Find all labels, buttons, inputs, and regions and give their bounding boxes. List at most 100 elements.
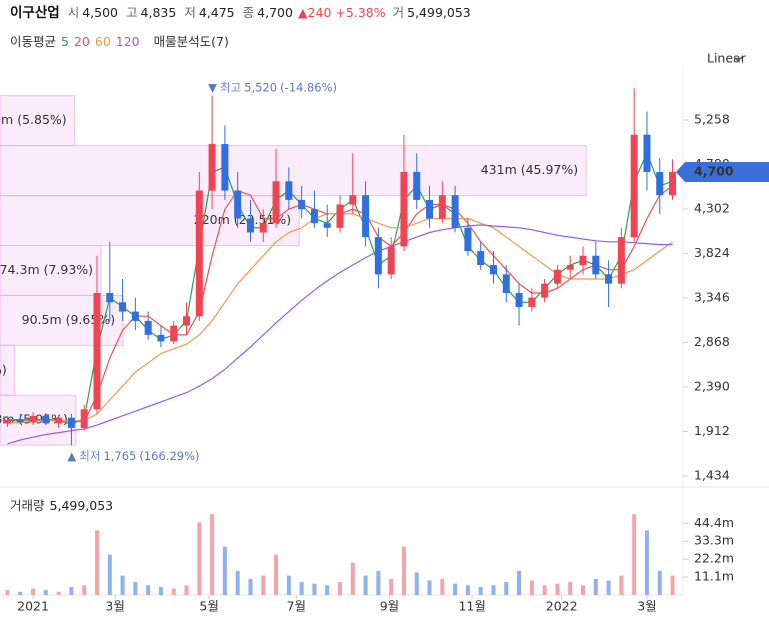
- candle-body: [80, 409, 88, 428]
- y-tick-label: 3,346: [694, 289, 730, 304]
- volume-bar: [286, 575, 291, 595]
- candle-body: [170, 325, 178, 342]
- volume-bar: [389, 578, 394, 595]
- volume-bar: [427, 580, 432, 595]
- candle-body: [246, 218, 254, 233]
- y-tick-label: 4,302: [694, 201, 730, 216]
- volume-bar: [299, 582, 304, 595]
- volume-bar: [69, 586, 74, 595]
- annotation-value-label: 5,520: [244, 80, 277, 94]
- volume-bar: [644, 530, 649, 595]
- volume-bar: [210, 514, 215, 595]
- volume-bar: [171, 588, 176, 595]
- candle-body: [387, 246, 395, 275]
- candle-body: [3, 419, 11, 424]
- annotation-change: (-14.86%): [280, 80, 337, 94]
- y-tick-label: 2,868: [694, 334, 730, 349]
- candle-body: [541, 283, 549, 298]
- volume-bar: [158, 586, 163, 595]
- candle-body: [489, 265, 497, 275]
- candle-body: [643, 134, 651, 172]
- candle-body: [617, 237, 625, 284]
- volume-bar: [222, 546, 227, 595]
- candle-body: [16, 419, 24, 423]
- candle-body: [195, 190, 203, 317]
- candle-body: [400, 171, 408, 247]
- volume-bar: [107, 554, 112, 595]
- x-tick-label: 11월: [458, 599, 485, 614]
- candle-body: [29, 415, 37, 423]
- volume-bar: [274, 554, 279, 595]
- x-tick-label: 5월: [199, 599, 218, 614]
- volume-bar: [414, 572, 419, 595]
- volume-bar: [517, 570, 522, 595]
- volume-bar: [555, 583, 560, 595]
- volume-bar: [18, 591, 23, 595]
- volume-bar: [197, 522, 202, 595]
- volume-bar: [338, 582, 342, 595]
- x-tick-label: 9월: [380, 599, 399, 614]
- candle-body: [528, 297, 536, 307]
- profile-bar: [0, 95, 76, 147]
- candle-body: [349, 195, 357, 205]
- legend-entry: 5: [61, 34, 69, 49]
- candle-body: [259, 223, 267, 233]
- x-tick-label: 2022: [546, 599, 578, 614]
- candle-body: [374, 237, 382, 275]
- profile-label: 54.9m (5.85%): [0, 112, 67, 127]
- quote-value: 4,835: [141, 5, 177, 20]
- candle-body: [566, 265, 574, 270]
- ma-line: [7, 224, 673, 445]
- quote-value: 4,500: [82, 5, 118, 20]
- volume-bar: [120, 575, 125, 595]
- annotation-marker: ▲: [67, 449, 76, 463]
- dropdown-chevron[interactable]: [733, 56, 743, 62]
- quote-label: 시: [68, 5, 80, 20]
- candle-body: [669, 171, 677, 196]
- volume-bar: [401, 546, 406, 595]
- volume-bar: [43, 590, 48, 595]
- candle-body: [221, 144, 229, 191]
- volume-bar: [248, 578, 253, 595]
- candle-body: [579, 255, 587, 266]
- volume-bar: [440, 578, 445, 595]
- y-tick-label: 5,258: [694, 112, 730, 127]
- candle-body: [285, 181, 293, 200]
- y-tick-label: 1,912: [694, 423, 730, 438]
- volume-bar: [5, 590, 10, 595]
- volume-bar: [619, 575, 624, 595]
- volume-bar: [312, 583, 317, 595]
- y-tick-label: 22.2m: [694, 551, 734, 566]
- profile-bar: [0, 145, 587, 197]
- volume-bar: [235, 570, 240, 595]
- candle-body: [208, 144, 216, 191]
- volume-bar: [670, 575, 675, 595]
- candle-body: [42, 415, 50, 424]
- scale-selector[interactable]: Linear: [707, 51, 747, 66]
- annotation: ▲ 최저 1,765 (166.29%): [67, 449, 199, 463]
- overlay: 이구산업 시 4,500 고 4,835 저 4,475 종 4,700 ▲240 +5.38% 거 5…: [10, 4, 769, 614]
- profile-bar: [0, 244, 102, 296]
- profile-label: 90.5m (9.65%): [22, 312, 115, 327]
- volume-bar: [325, 585, 330, 595]
- candle-body: [183, 316, 191, 326]
- volume-bar: [478, 586, 483, 595]
- y-tick-label: 1,434: [694, 467, 730, 482]
- volume-bar: [542, 585, 547, 595]
- candle-body: [438, 195, 446, 219]
- candle-body: [656, 171, 664, 196]
- candle-body: [323, 223, 331, 228]
- annotation-marker: ▼: [208, 80, 217, 94]
- candle-body: [234, 190, 242, 219]
- annotation: ▼ 최고 5,520 (-14.86%): [208, 80, 337, 94]
- y-tick-label: 2,390: [694, 378, 730, 393]
- candle-body: [93, 292, 101, 410]
- annotation-label: 최고: [220, 80, 241, 94]
- candle-body: [477, 251, 485, 266]
- profile-label: 10.8m (1.15%): [0, 362, 7, 377]
- annotation-label: 최저: [79, 449, 100, 463]
- quote-value: 4,475: [199, 5, 235, 20]
- ma-legend: 이동평균 5 20 60 120 매물분석도(7): [10, 34, 229, 49]
